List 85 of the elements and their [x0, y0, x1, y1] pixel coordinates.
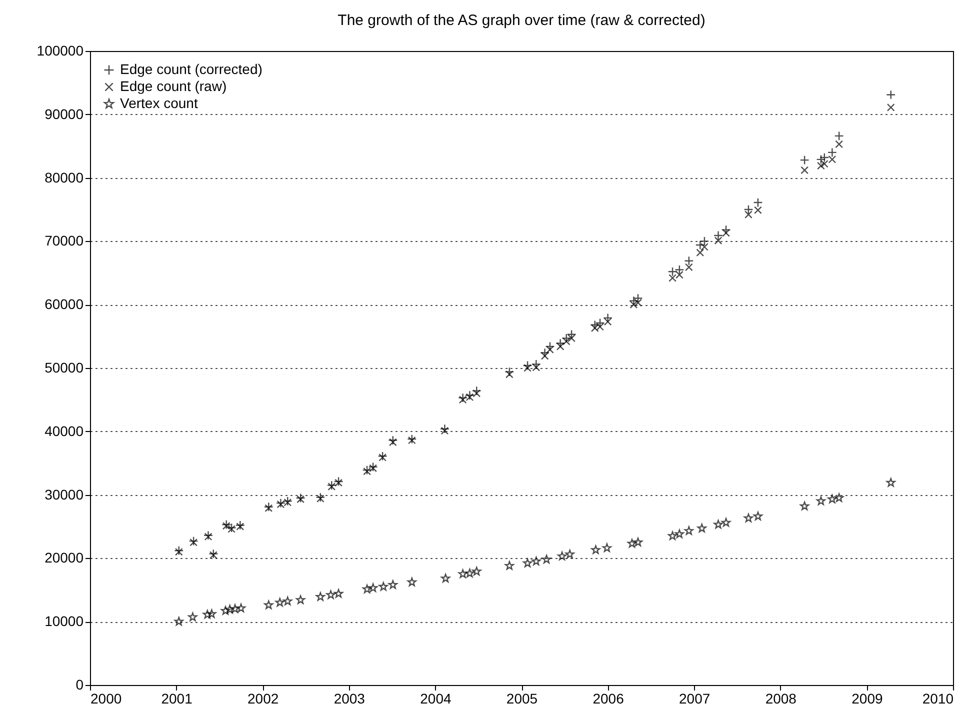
point [714, 520, 723, 529]
legend-label: Vertex count [120, 95, 198, 111]
x-tick-label: 2005 [506, 690, 538, 706]
x-tick-label: 2006 [592, 690, 624, 706]
point [668, 531, 678, 540]
point [202, 610, 212, 619]
y-tick-label: 70000 [44, 232, 84, 249]
point [440, 574, 450, 582]
y-tick-label: 60000 [44, 296, 84, 312]
point [264, 600, 274, 610]
point [542, 554, 552, 564]
point [326, 590, 336, 599]
x-tick-label: 2007 [679, 690, 710, 706]
chart-title: The growth of the AS graph over time (raw & corrected) [338, 12, 706, 29]
x-tick-label: 2001 [161, 690, 193, 706]
point [388, 438, 397, 446]
point [505, 370, 514, 378]
point [800, 501, 810, 510]
point [816, 496, 826, 506]
point [753, 512, 763, 520]
point [835, 140, 844, 148]
point [532, 556, 541, 566]
point [388, 580, 398, 589]
point [225, 604, 234, 614]
y-tick-label: 80000 [44, 169, 84, 186]
x-tick-label: 2009 [852, 690, 883, 706]
x-tick-label: 2003 [334, 690, 366, 706]
point [296, 595, 306, 604]
point [722, 229, 730, 237]
point [209, 551, 218, 559]
point [557, 552, 567, 560]
point [465, 568, 474, 578]
point [591, 545, 600, 554]
legend-label: Edge count (corrected) [120, 61, 262, 77]
point [828, 155, 836, 164]
point [684, 526, 694, 535]
point [440, 426, 449, 435]
point [753, 198, 763, 208]
point [546, 346, 554, 354]
x-tick-label: 2000 [90, 690, 122, 706]
y-tick-label: 90000 [44, 106, 84, 122]
point [565, 550, 574, 558]
point [220, 606, 230, 615]
point [188, 612, 198, 622]
y-tick-label: 20000 [44, 550, 84, 566]
point [697, 524, 706, 532]
point [207, 609, 216, 618]
point [334, 588, 344, 598]
y-tick-label: 10000 [44, 613, 84, 630]
y-tick-label: 0 [76, 676, 84, 692]
point [174, 616, 184, 626]
point [522, 558, 532, 568]
point [886, 103, 895, 112]
point [275, 598, 284, 607]
x-tick-label: 2010 [922, 690, 954, 706]
point [674, 529, 684, 538]
point [378, 582, 388, 591]
point [472, 389, 481, 398]
y-tick-label: 100000 [36, 42, 84, 58]
point [236, 604, 246, 612]
point [472, 566, 482, 576]
point [316, 592, 325, 601]
point [754, 206, 762, 214]
point [744, 513, 754, 522]
y-tick-label: 30000 [44, 486, 84, 502]
legend-label: Edge count (raw) [120, 78, 227, 94]
point [834, 493, 844, 502]
point [886, 478, 896, 487]
point [800, 155, 810, 165]
y-tick-label: 40000 [44, 422, 84, 439]
point [633, 538, 643, 546]
point [458, 569, 468, 578]
point [230, 604, 240, 613]
x-tick-label: 2008 [765, 690, 797, 706]
x-tick-label: 2004 [420, 690, 452, 706]
point [828, 494, 837, 504]
point [800, 166, 809, 174]
point [696, 248, 704, 257]
x-tick-label: 2002 [248, 690, 279, 706]
point [627, 538, 637, 548]
point [721, 518, 731, 527]
y-tick-label: 50000 [44, 360, 84, 376]
point [602, 543, 612, 552]
point [368, 583, 378, 592]
point [362, 584, 372, 594]
